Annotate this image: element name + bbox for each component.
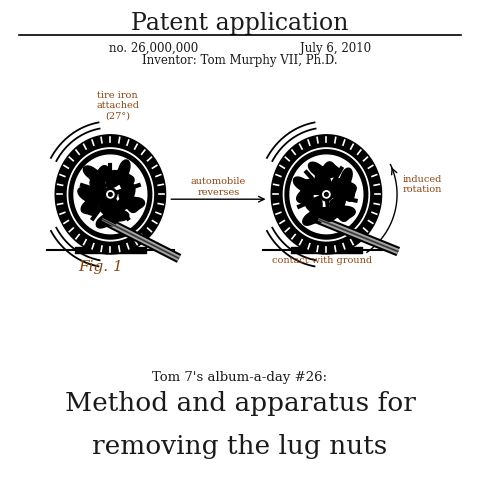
Text: automobile
reverses: automobile reverses (191, 178, 246, 197)
Polygon shape (83, 166, 115, 195)
Polygon shape (96, 201, 129, 228)
Text: contact with ground: contact with ground (272, 255, 372, 264)
Text: removing the lug nuts: removing the lug nuts (92, 434, 388, 459)
Polygon shape (328, 168, 356, 201)
Polygon shape (283, 148, 370, 241)
Circle shape (108, 192, 112, 196)
Polygon shape (74, 155, 147, 234)
Circle shape (320, 188, 333, 201)
Polygon shape (293, 177, 326, 205)
Circle shape (324, 192, 328, 196)
Polygon shape (290, 155, 363, 234)
Polygon shape (67, 148, 154, 241)
Text: no. 26,000,000: no. 26,000,000 (109, 42, 198, 55)
Circle shape (323, 191, 330, 198)
Polygon shape (271, 135, 382, 254)
Text: Fig. 1: Fig. 1 (78, 260, 123, 274)
Polygon shape (285, 150, 368, 239)
Text: Tom 7's album-a-day #26:: Tom 7's album-a-day #26: (153, 371, 327, 384)
Polygon shape (55, 135, 166, 254)
Polygon shape (106, 160, 134, 193)
Text: Method and apparatus for: Method and apparatus for (65, 391, 415, 416)
Polygon shape (303, 198, 336, 225)
Polygon shape (78, 188, 110, 216)
Text: Patent application: Patent application (132, 12, 348, 35)
Text: Inventor: Tom Murphy VII, Ph.D.: Inventor: Tom Murphy VII, Ph.D. (142, 54, 338, 67)
Polygon shape (323, 192, 355, 222)
Polygon shape (112, 184, 144, 213)
Polygon shape (69, 150, 152, 239)
Text: tire iron
attached
(27°): tire iron attached (27°) (96, 91, 139, 120)
Circle shape (107, 191, 114, 198)
Circle shape (104, 188, 117, 201)
Text: July 6, 2010: July 6, 2010 (300, 42, 372, 55)
Text: induced
rotation: induced rotation (403, 175, 443, 194)
Polygon shape (309, 162, 340, 192)
